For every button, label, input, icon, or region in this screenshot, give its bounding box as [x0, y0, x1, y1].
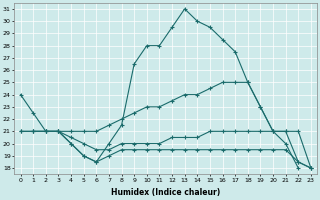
X-axis label: Humidex (Indice chaleur): Humidex (Indice chaleur) — [111, 188, 220, 197]
